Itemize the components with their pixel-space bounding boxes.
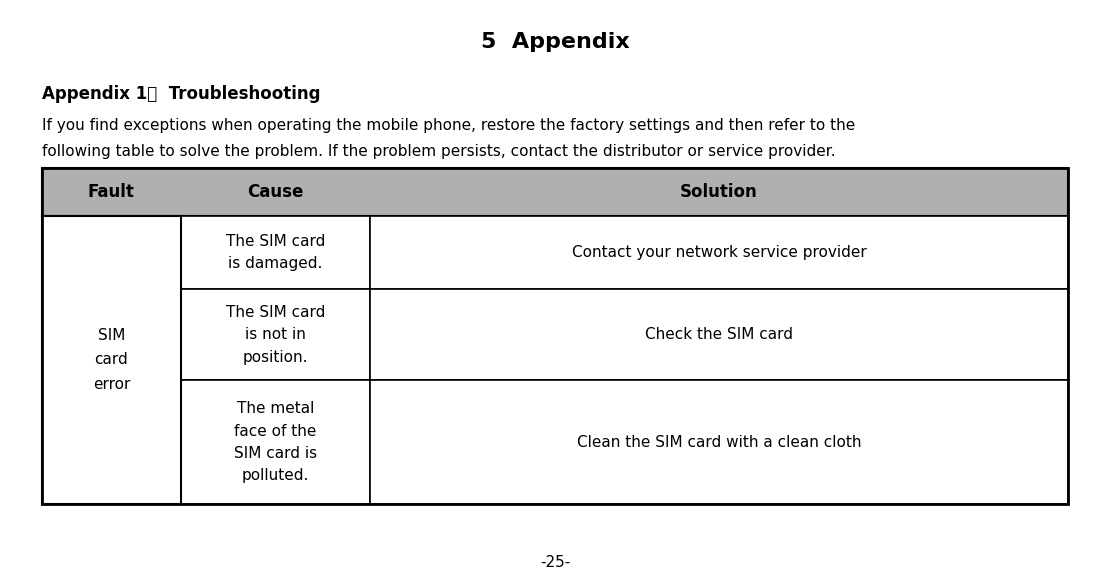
Text: Contact your network service provider: Contact your network service provider xyxy=(572,245,867,260)
Text: Clean the SIM card with a clean cloth: Clean the SIM card with a clean cloth xyxy=(577,435,861,450)
Text: The SIM card
is not in
position.: The SIM card is not in position. xyxy=(225,305,325,365)
Text: Fault: Fault xyxy=(88,183,134,201)
Text: Appendix 1：  Troubleshooting: Appendix 1： Troubleshooting xyxy=(42,85,321,103)
Text: 5  Appendix: 5 Appendix xyxy=(481,32,629,52)
Text: The metal
face of the
SIM card is
polluted.: The metal face of the SIM card is pollut… xyxy=(234,402,317,483)
Text: -25-: -25- xyxy=(539,555,571,570)
Text: Solution: Solution xyxy=(680,183,758,201)
Text: following table to solve the problem. If the problem persists, contact the distr: following table to solve the problem. If… xyxy=(42,144,836,159)
Text: SIM
card
error: SIM card error xyxy=(93,328,130,392)
Text: The SIM card
is damaged.: The SIM card is damaged. xyxy=(225,234,325,271)
Text: If you find exceptions when operating the mobile phone, restore the factory sett: If you find exceptions when operating th… xyxy=(42,118,856,133)
Text: Cause: Cause xyxy=(248,183,304,201)
Text: Check the SIM card: Check the SIM card xyxy=(645,328,794,342)
